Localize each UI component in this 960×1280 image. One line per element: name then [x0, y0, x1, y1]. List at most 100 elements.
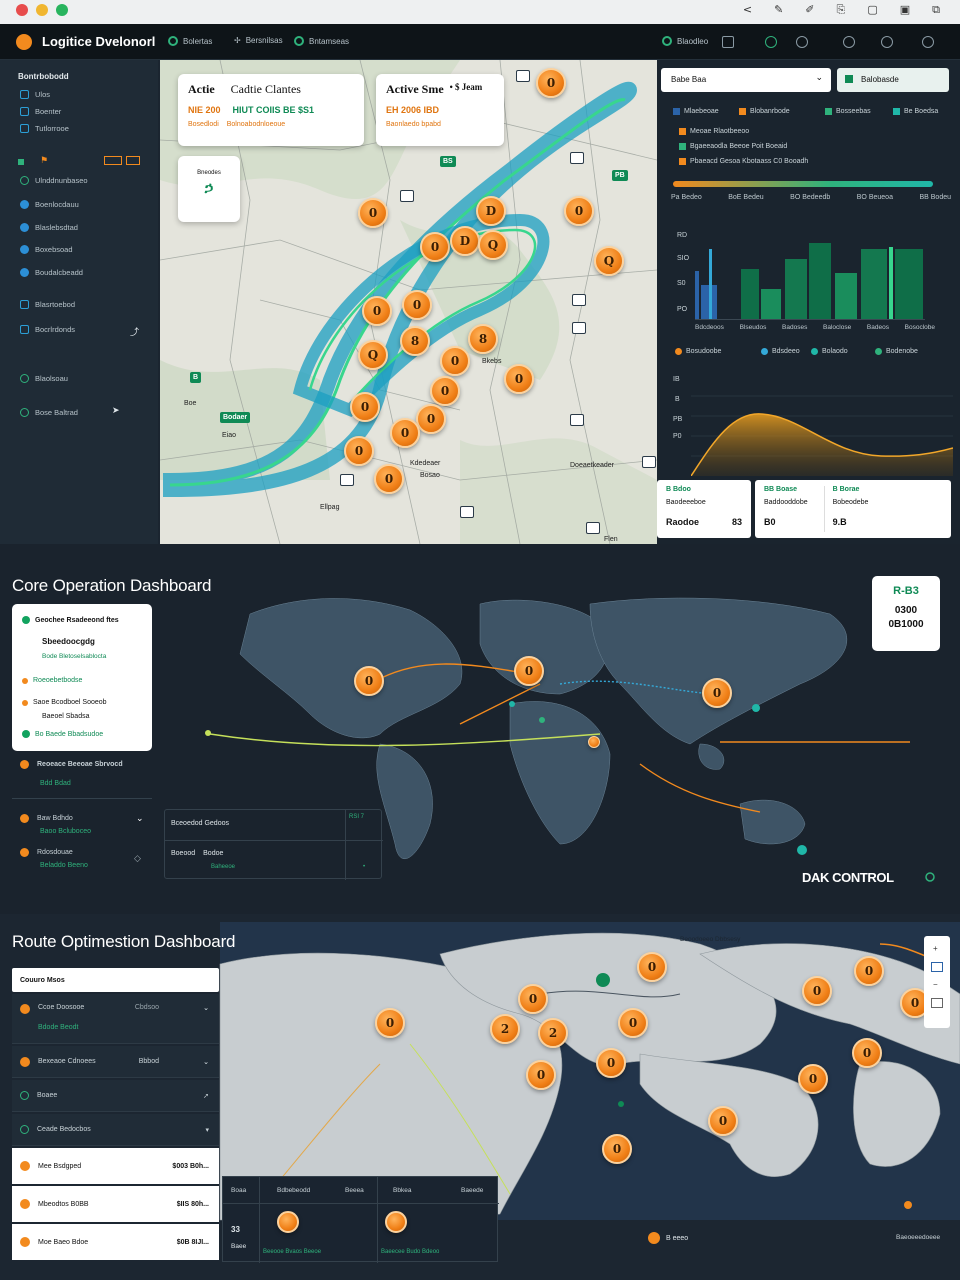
settings-icon[interactable] — [881, 36, 893, 48]
depot-marker-icon[interactable] — [586, 522, 600, 534]
route-list-item[interactable]: Boaee ➚ — [12, 1080, 219, 1112]
map-pin[interactable]: 0 — [564, 196, 594, 226]
depot-marker-icon[interactable] — [400, 190, 414, 202]
map-pin[interactable]: 0 — [390, 418, 420, 448]
map-pin[interactable]: 0 — [362, 296, 392, 326]
map-pin[interactable]: 0 — [375, 1008, 405, 1038]
map-pin[interactable]: D — [476, 196, 506, 226]
map-marker-green[interactable]: B — [190, 372, 202, 383]
status-mini-card[interactable]: Bneodes ኃ — [178, 156, 240, 222]
depot-marker-icon[interactable] — [572, 322, 586, 334]
notification-icon[interactable] — [843, 36, 855, 48]
status-icon[interactable] — [765, 36, 777, 48]
maximize-window-button[interactable] — [56, 4, 68, 16]
map-pin[interactable]: 0 — [358, 198, 388, 228]
map-pin[interactable]: 0 — [354, 666, 384, 696]
map-pin[interactable]: 0 — [854, 956, 884, 986]
depot-marker-icon[interactable] — [642, 456, 656, 468]
route-list-item[interactable]: Mee Bsdgped $003 B0h... — [12, 1148, 219, 1184]
depot-marker-icon[interactable] — [570, 152, 584, 164]
map-marker-green[interactable]: PB — [612, 170, 628, 181]
map-pin[interactable]: 0 — [344, 436, 374, 466]
depot-marker-icon[interactable] — [516, 70, 530, 82]
kpi-card[interactable]: R-B3 0300 0B1000 — [872, 576, 940, 651]
zoom-in-icon[interactable]: + — [933, 944, 938, 953]
send-icon[interactable]: ➤ — [112, 406, 120, 416]
sidebar-item-3[interactable]: Tutlorrooe — [20, 124, 69, 133]
nav-item-3[interactable]: Bntamseas — [294, 36, 349, 46]
expand-icon[interactable]: ⧉ — [932, 3, 940, 16]
map-pin[interactable]: 2 — [538, 1018, 568, 1048]
map-marker-green[interactable]: Bodaer — [220, 412, 251, 423]
frame-icon[interactable]: ▢ — [867, 3, 878, 16]
depot-marker-icon[interactable] — [460, 506, 474, 518]
pen-icon[interactable]: ✎ — [774, 3, 784, 16]
map-pin[interactable]: 0 — [802, 976, 832, 1006]
diamond-icon[interactable]: ◇ — [134, 854, 141, 864]
operation-list-item[interactable]: Rdosdouae — [20, 848, 73, 857]
depot-marker-icon[interactable] — [340, 474, 354, 486]
summary-card[interactable]: B Bdoo Baodeeeboe Raodoe 83 — [657, 480, 751, 538]
sidebar-item-1[interactable]: Ulos — [20, 90, 50, 99]
nav-item-1[interactable]: Bolertas — [168, 36, 212, 46]
operation-list-item[interactable]: Baw Bdhdo — [20, 814, 73, 823]
map-pin[interactable]: 0 — [416, 404, 446, 434]
zoom-out-icon[interactable]: − — [933, 980, 938, 989]
minimize-window-button[interactable] — [36, 4, 48, 16]
active-time-card[interactable]: Active Sme • $ Jeam EH 2006 IBD Baonlaedo… — [376, 74, 504, 146]
map-pin[interactable]: 2 — [490, 1014, 520, 1044]
route-map[interactable]: Actie Cadtie Clantes NIE 200 HIUT COIIS BE… — [160, 60, 657, 544]
route-list-item[interactable]: Ceade Bedocbos ▾ — [12, 1114, 219, 1146]
map-pin[interactable]: 0 — [402, 290, 432, 320]
map-pin[interactable]: 0 — [618, 1008, 648, 1038]
map-marker-green[interactable]: BS — [440, 156, 456, 167]
nav-item-right[interactable]: Blaodleo — [662, 36, 708, 46]
map-pin[interactable]: 0 — [536, 68, 566, 98]
map-pin[interactable]: 0 — [637, 952, 667, 982]
map-pin[interactable]: D — [450, 226, 480, 256]
route-table[interactable]: Boaa Bdbebeodd Beeea Bbkea Baeede 33 Bae… — [222, 1176, 499, 1263]
map-pin[interactable]: 0 — [440, 346, 470, 376]
period-select[interactable]: Babe Baa ⌄ — [661, 68, 831, 92]
map-pin[interactable]: 0 — [702, 678, 732, 708]
sidebar-item-10[interactable]: Bocrlrdonds — [20, 325, 75, 334]
sidebar-item-5[interactable]: Boenlocdauu — [20, 200, 79, 209]
sidebar-item-4[interactable]: Ulnddnunbaseo — [20, 176, 88, 185]
layer-icon[interactable] — [931, 962, 943, 972]
sidebar-item-9[interactable]: Blasrtoebod — [20, 300, 75, 309]
sidebar-item-12[interactable]: Bose Baltrad — [20, 408, 78, 417]
map-pin[interactable]: 8 — [468, 324, 498, 354]
operation-list-item[interactable]: Reoeace Beeoae Sbrvocd — [20, 760, 123, 769]
route-list-item[interactable]: Mbeodtos B0BB $IIS 80h... — [12, 1186, 219, 1222]
calendar-icon[interactable] — [722, 36, 734, 48]
map-pin[interactable]: Q — [478, 230, 508, 260]
close-window-button[interactable] — [16, 4, 28, 16]
map-pin[interactable]: 0 — [596, 1048, 626, 1078]
route-list-item[interactable]: Ccoe Doosooe Cbdsoo ⌄ Bdode Beodt — [12, 994, 219, 1044]
profile-icon[interactable] — [922, 36, 934, 48]
map-pin[interactable]: 0 — [602, 1134, 632, 1164]
edit-icon[interactable]: ✐ — [805, 3, 815, 16]
sidebar-item-11[interactable]: Blaolsoau — [20, 374, 68, 383]
map-pin[interactable]: Q — [594, 246, 624, 276]
summary-card-wide[interactable]: BB Boase Baddooddobe B0 B Borae Bobeodebe 9.… — [755, 480, 951, 538]
split-icon[interactable]: ▣ — [899, 3, 911, 16]
map-pin[interactable]: 0 — [798, 1064, 828, 1094]
map-pin[interactable]: 0 — [430, 376, 460, 406]
map-pin[interactable]: 0 — [708, 1106, 738, 1136]
operations-table[interactable]: Bceoedod Gedoos RSI 7 Boeood Bodoe Baheeo… — [164, 809, 383, 880]
pin-sidebar-icon[interactable]: ⤴ — [130, 328, 140, 338]
map-pin[interactable]: Q — [358, 340, 388, 370]
depot-marker-icon[interactable] — [570, 414, 584, 426]
route-list-item[interactable]: Moe Baeo Bdoe $0B 8IJI... — [12, 1224, 219, 1260]
fullscreen-icon[interactable] — [931, 998, 943, 1008]
map-pin[interactable]: 0 — [852, 1038, 882, 1068]
region-map[interactable] — [0, 914, 960, 1280]
sidebar-item-6[interactable]: Blaslebsdtad — [20, 223, 78, 232]
route-list-item[interactable]: Bexeaoe Cdnoees Bbbod ⌄ — [12, 1046, 219, 1078]
chevron-down-icon[interactable]: ⌄ — [136, 814, 144, 824]
analytics-tab[interactable]: Balobasde — [837, 68, 949, 92]
operations-panel[interactable]: Geochee Rsadeeond ftes Sbeedoocgdg Bode … — [12, 604, 152, 751]
depot-marker-icon[interactable] — [572, 294, 586, 306]
world-map[interactable] — [0, 544, 960, 914]
